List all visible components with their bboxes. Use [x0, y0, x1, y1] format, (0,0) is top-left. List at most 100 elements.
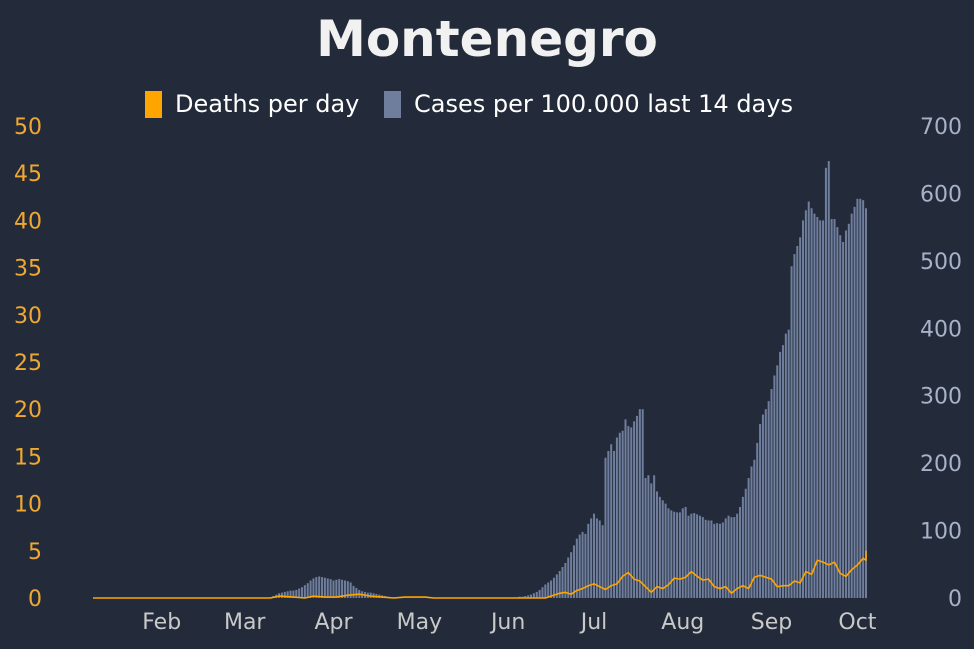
- left-tick-label: 25: [14, 351, 42, 376]
- cases-bar: [693, 513, 696, 598]
- left-tick-label: 10: [14, 493, 42, 518]
- right-tick-label: 400: [920, 317, 962, 342]
- cases-bar: [532, 593, 535, 598]
- cases-bar: [698, 515, 701, 598]
- x-tick-label: Oct: [838, 610, 876, 635]
- cases-bar: [779, 351, 782, 598]
- left-tick-label: 15: [14, 445, 42, 470]
- cases-bar: [633, 421, 636, 598]
- cases-bar: [804, 210, 807, 599]
- cases-bar: [318, 576, 321, 598]
- cases-bar: [816, 217, 819, 598]
- cases-bar: [593, 513, 596, 598]
- cases-bar: [595, 518, 598, 598]
- left-tick-label: 40: [14, 209, 42, 234]
- cases-bar: [770, 388, 773, 598]
- cases-bar: [810, 208, 813, 598]
- cases-bar: [647, 475, 650, 598]
- cases-bar: [819, 220, 822, 598]
- cases-bar: [613, 451, 616, 598]
- cases-bar: [638, 409, 641, 598]
- cases-bar: [667, 508, 670, 598]
- cases-bar: [753, 459, 756, 598]
- cases-bar: [552, 577, 555, 598]
- cases-bar: [736, 513, 739, 598]
- cases-bar: [295, 589, 298, 598]
- cases-bar: [312, 578, 315, 598]
- right-tick-label: 600: [920, 182, 962, 207]
- left-y-axis: 0 5 10 15 20 25 30 35 40 45 50: [14, 115, 42, 612]
- left-tick-label: 5: [28, 540, 42, 565]
- x-tick-label: Jul: [579, 610, 608, 635]
- chart-title: Montenegro: [316, 10, 658, 68]
- cases-bar: [604, 457, 607, 598]
- cases-bar: [701, 517, 704, 598]
- left-tick-label: 0: [28, 587, 42, 612]
- legend-swatch-cases: [384, 91, 401, 118]
- deaths-line-group: [93, 550, 867, 599]
- cases-bar: [827, 161, 830, 598]
- cases-bar: [601, 525, 604, 598]
- cases-bar: [303, 585, 306, 598]
- cases-bar: [842, 241, 845, 599]
- cases-bar: [329, 579, 332, 598]
- right-y-axis: 0 100 200 300 400 500 600 700: [920, 115, 962, 612]
- cases-bar: [741, 496, 744, 598]
- cases-bar: [718, 523, 721, 598]
- cases-bar: [707, 520, 710, 598]
- cases-bar: [696, 514, 699, 598]
- cases-bar: [739, 506, 742, 598]
- cases-bar: [759, 424, 762, 598]
- x-tick-label: Aug: [661, 610, 704, 635]
- cases-bar: [807, 201, 810, 598]
- cases-bar: [346, 581, 349, 598]
- left-tick-label: 30: [14, 304, 42, 329]
- cases-bar: [624, 419, 627, 598]
- cases-bar: [298, 588, 301, 598]
- cases-bar: [572, 545, 575, 598]
- cases-bar: [544, 584, 547, 598]
- cases-bar: [767, 401, 770, 598]
- cases-bar: [315, 577, 318, 598]
- cases-bar: [335, 579, 338, 598]
- cases-bar: [824, 167, 827, 598]
- cases-bar: [627, 426, 630, 598]
- cases-bar: [607, 451, 610, 598]
- cases-bar: [833, 219, 836, 599]
- x-tick-label: Feb: [142, 610, 181, 635]
- cases-bar: [283, 591, 286, 598]
- cases-bar: [847, 223, 850, 598]
- cases-bar: [524, 595, 527, 598]
- cases-bar: [678, 512, 681, 598]
- cases-bar: [558, 571, 561, 598]
- cases-bar: [289, 590, 292, 598]
- right-tick-label: 500: [920, 250, 962, 275]
- left-tick-label: 35: [14, 257, 42, 282]
- cases-bar: [658, 496, 661, 598]
- cases-bar: [555, 574, 558, 598]
- cases-bar: [747, 477, 750, 598]
- cases-bar: [321, 577, 324, 598]
- cases-bar: [661, 500, 664, 598]
- x-axis: Feb Mar Apr May Jun Jul Aug Sep Oct: [142, 610, 877, 635]
- cases-bar: [326, 578, 329, 598]
- cases-bar: [550, 580, 553, 598]
- right-tick-label: 300: [920, 385, 962, 410]
- cases-bar: [844, 230, 847, 598]
- x-tick-label: Apr: [314, 610, 353, 635]
- cases-bar: [587, 523, 590, 598]
- deaths-line: [93, 550, 867, 599]
- cases-bar: [355, 587, 358, 598]
- cases-bar: [761, 414, 764, 598]
- cases-bar: [650, 483, 653, 598]
- cases-bar: [538, 589, 541, 598]
- legend-swatch-deaths: [145, 91, 162, 118]
- cases-bar: [641, 409, 644, 598]
- legend-label-cases: Cases per 100.000 last 14 days: [414, 90, 793, 118]
- cases-bar: [862, 200, 865, 599]
- cases-bar: [865, 208, 867, 598]
- cases-bar: [575, 538, 578, 598]
- cases-bar: [567, 557, 570, 598]
- cases-bar: [724, 518, 727, 598]
- cases-bar: [610, 444, 613, 598]
